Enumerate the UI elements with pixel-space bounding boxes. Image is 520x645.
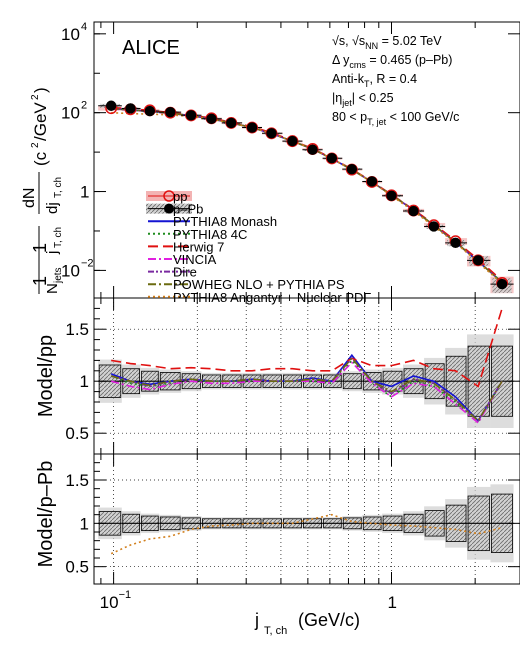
x-tick-label: 1 bbox=[388, 593, 397, 612]
y-axis-title-middle: Model/pp bbox=[35, 335, 57, 417]
ppb-point bbox=[386, 190, 397, 201]
legend-label: PYTHIA8 Monash bbox=[173, 214, 277, 229]
legend-label: pp bbox=[173, 189, 187, 204]
y-tick-label: 10 bbox=[61, 261, 80, 280]
ratio-y-tick-label: 0.5 bbox=[65, 558, 89, 577]
legend-marker-pp bbox=[163, 190, 175, 202]
svg-text:2: 2 bbox=[30, 94, 41, 100]
kinematics-annotation: √s, √sNN = 5.02 TeV bbox=[332, 34, 442, 51]
ratio-curve bbox=[111, 308, 503, 388]
svg-text:j: j bbox=[44, 251, 61, 255]
kinematics-annotation: Anti-kT, R = 0.4 bbox=[332, 72, 417, 89]
ratio-y-tick-label: 0.5 bbox=[65, 424, 89, 443]
y-tick-label: 10 bbox=[61, 104, 80, 123]
ratio-y-tick-label: 1 bbox=[80, 372, 89, 391]
ppb-point bbox=[287, 135, 298, 147]
svg-text:/GeV: /GeV bbox=[31, 102, 50, 141]
legend-label: p–Pb bbox=[173, 202, 203, 217]
x-tick-label: 10 bbox=[100, 593, 119, 612]
ratio-y-tick-label: 1.5 bbox=[65, 320, 89, 339]
svg-text:dj: dj bbox=[44, 202, 61, 214]
ppb-point bbox=[472, 255, 484, 266]
ppb-point bbox=[326, 153, 338, 164]
ppb-point bbox=[366, 176, 378, 187]
svg-text:T, ch: T, ch bbox=[53, 177, 64, 198]
top-panel-frame bbox=[93, 21, 520, 299]
ppb-point bbox=[428, 221, 440, 232]
svg-text:1: 1 bbox=[30, 276, 50, 286]
kinematics-annotation: Δ ycms = 0.465 (p–Pb) bbox=[332, 53, 452, 70]
ratio-y-tick-label: 1 bbox=[80, 514, 89, 533]
x-tick-exponent: −1 bbox=[119, 589, 132, 601]
ppb-point bbox=[266, 128, 277, 139]
svg-text:jets: jets bbox=[53, 267, 64, 284]
ppb-point bbox=[226, 117, 237, 129]
svg-text:T, ch: T, ch bbox=[53, 227, 64, 248]
legend-label: PYTHIA8 Angantyr + Nuclear PDF bbox=[173, 290, 371, 305]
y-tick-exponent: 4 bbox=[81, 21, 87, 33]
svg-text:(c: (c bbox=[31, 151, 50, 166]
ppb-point bbox=[346, 163, 358, 175]
ppb-point bbox=[105, 100, 117, 111]
legend-label: VINCIA bbox=[173, 252, 217, 267]
ratio-curve bbox=[110, 361, 503, 425]
y-tick-exponent: 2 bbox=[81, 100, 87, 112]
ppb-point bbox=[165, 106, 176, 118]
y-axis-title-top: 1 N jets 1 j T, ch dN dj T, ch (c 2 /GeV… bbox=[21, 87, 64, 294]
svg-text:dN: dN bbox=[21, 188, 38, 208]
ratio-curve bbox=[110, 357, 503, 422]
svg-text:): ) bbox=[31, 87, 50, 93]
legend-label: Herwig 7 bbox=[173, 239, 224, 254]
ratio-y-tick-label: 1.5 bbox=[65, 471, 89, 490]
svg-text:2: 2 bbox=[30, 142, 41, 148]
ppb-point bbox=[185, 110, 197, 121]
y-tick-label: 1 bbox=[80, 183, 89, 202]
legend-label: PYTHIA8 4C bbox=[173, 227, 247, 242]
ppb-point bbox=[307, 144, 318, 155]
ppb-point bbox=[144, 105, 156, 117]
ppb-point bbox=[496, 278, 508, 290]
bottom-panel-frame bbox=[93, 453, 520, 585]
y-tick-exponent: −2 bbox=[81, 257, 94, 269]
kinematics-annotation: |ηjet| < 0.25 bbox=[332, 91, 394, 108]
legend-label: POWHEG NLO + PYTHIA PS bbox=[173, 277, 345, 292]
ppb-point bbox=[125, 103, 136, 114]
ppb-point bbox=[206, 113, 217, 124]
ppb-point bbox=[246, 122, 258, 133]
y-axis-title-bottom: Model/p–Pb bbox=[35, 461, 57, 568]
ratio-curve bbox=[110, 513, 503, 555]
ppb-point bbox=[450, 237, 461, 249]
svg-text:(GeV/c): (GeV/c) bbox=[298, 610, 360, 630]
y-tick-label: 10 bbox=[61, 25, 80, 44]
x-axis-title: j T, ch (GeV/c) bbox=[254, 610, 360, 637]
svg-text:T, ch: T, ch bbox=[264, 625, 287, 637]
svg-text:N: N bbox=[44, 283, 61, 294]
svg-text:1: 1 bbox=[30, 243, 50, 253]
kinematics-annotation: 80 < pT, jet < 100 GeV/c bbox=[332, 110, 459, 127]
legend-marker-ppb bbox=[164, 203, 174, 214]
svg-text:j: j bbox=[254, 610, 259, 630]
legend-label: Dire bbox=[173, 265, 197, 280]
ppb-point bbox=[408, 205, 419, 217]
experiment-label: ALICE bbox=[122, 37, 180, 59]
